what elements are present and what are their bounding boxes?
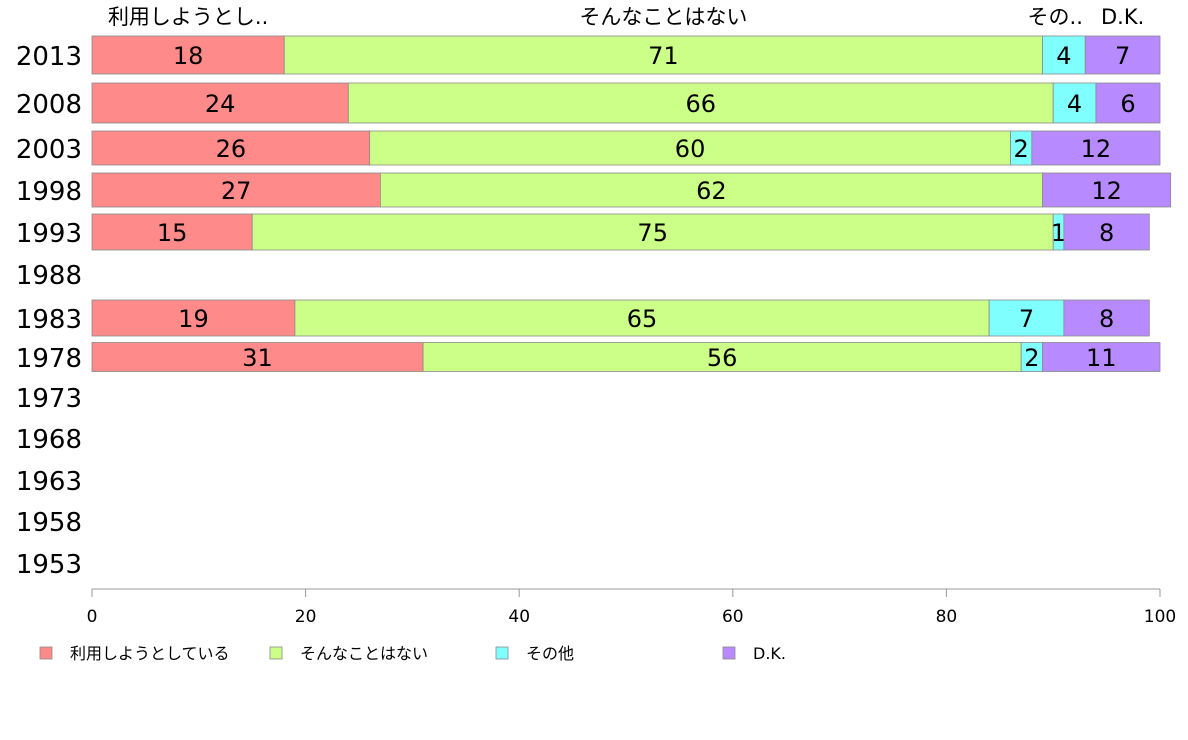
legend-swatch — [269, 646, 283, 660]
bar-segment — [369, 130, 1011, 166]
data-label: 66 — [685, 90, 716, 118]
data-label: 7 — [1019, 305, 1034, 333]
bar-segment — [379, 172, 1043, 208]
y-tick-label: 1953 — [16, 550, 82, 580]
x-tick-label: 0 — [87, 607, 98, 627]
bar-segment — [1031, 130, 1161, 166]
data-label: 60 — [675, 135, 706, 163]
data-label: 18 — [173, 42, 204, 70]
data-label: 11 — [1086, 344, 1117, 372]
data-label: 65 — [627, 305, 658, 333]
bar-segment — [1042, 172, 1172, 208]
bar-segment — [988, 299, 1065, 337]
legend-label: そんなことはない — [300, 644, 428, 663]
y-tick-label: 1983 — [16, 305, 82, 335]
data-label: 12 — [1081, 135, 1112, 163]
data-label: 12 — [1091, 177, 1122, 205]
bar-segment — [91, 342, 424, 372]
y-tick-label: 1998 — [16, 177, 82, 207]
y-tick-label: 2003 — [16, 135, 82, 165]
data-label: 2 — [1024, 344, 1039, 372]
y-tick-label: 2008 — [16, 90, 82, 120]
bar-segment — [1063, 299, 1150, 337]
legend-swatch — [722, 646, 736, 660]
legend-swatch — [495, 646, 509, 660]
bar-segment — [91, 35, 285, 75]
y-tick-label: 1988 — [16, 261, 82, 291]
bar-segment — [1042, 35, 1086, 75]
data-label: 15 — [157, 219, 188, 247]
bar-segment — [283, 35, 1043, 75]
bar-segment — [1052, 82, 1097, 124]
bar-segment — [347, 82, 1054, 124]
top-series-label: そんなことはない — [579, 5, 747, 29]
bar-segment — [422, 342, 1022, 372]
legend-label: その他 — [526, 644, 574, 663]
data-label: 62 — [696, 177, 727, 205]
data-label: 19 — [178, 305, 209, 333]
x-tick-label: 80 — [936, 607, 958, 627]
data-label: 24 — [205, 90, 236, 118]
legend-swatch — [39, 646, 53, 660]
top-series-label: D.K. — [1101, 5, 1144, 29]
bar-segment — [1063, 213, 1150, 251]
x-tick-label: 60 — [722, 607, 744, 627]
data-label: 8 — [1099, 305, 1114, 333]
bar-segment — [91, 172, 381, 208]
y-axis-labels: 2013 2008 2003 1998 1993 1988 1983 1978 1973 1968… — [16, 42, 82, 580]
bar-segment — [91, 82, 349, 124]
data-label: 75 — [637, 219, 668, 247]
data-label: 26 — [216, 135, 247, 163]
bar-segment — [1084, 35, 1161, 75]
data-label: 31 — [242, 344, 273, 372]
data-label: 7 — [1115, 42, 1130, 70]
x-axis: 0 20 40 60 80 100 — [87, 588, 1176, 627]
y-tick-label: 1968 — [16, 425, 82, 455]
legend-label: 利用しようとしている — [70, 644, 230, 663]
bar-segment — [1042, 342, 1161, 372]
top-series-label: その.. — [1028, 5, 1083, 29]
legend-label: D.K. — [753, 644, 786, 663]
data-label: 8 — [1099, 219, 1114, 247]
x-tick-label: 100 — [1144, 607, 1176, 627]
bar-segment — [91, 213, 253, 251]
y-tick-label: 2013 — [16, 42, 82, 72]
y-tick-label: 1958 — [16, 508, 82, 538]
y-tick-label: 1978 — [16, 344, 82, 374]
y-tick-label: 1973 — [16, 384, 82, 414]
data-label: 56 — [707, 344, 738, 372]
data-label: 1 — [1051, 219, 1066, 247]
x-tick-label: 40 — [508, 607, 530, 627]
data-label: 4 — [1056, 42, 1071, 70]
data-label: 2 — [1014, 135, 1029, 163]
y-tick-label: 1993 — [16, 219, 82, 249]
data-label: 71 — [648, 42, 679, 70]
legend: 利用しようとしている そんなことはない その他 D.K. — [39, 644, 786, 663]
top-series-labels: 利用しようとし.. そんなことはない その.. D.K. — [108, 5, 1144, 29]
bar-segment — [294, 299, 990, 337]
top-series-label: 利用しようとし.. — [108, 5, 268, 29]
bar-segment — [91, 130, 371, 166]
bar-segment — [1095, 82, 1161, 124]
bar-segment — [251, 213, 1054, 251]
data-label: 6 — [1120, 90, 1135, 118]
data-label: 4 — [1067, 90, 1082, 118]
y-tick-label: 1963 — [16, 467, 82, 497]
data-label: 27 — [221, 177, 252, 205]
x-tick-label: 20 — [295, 607, 317, 627]
